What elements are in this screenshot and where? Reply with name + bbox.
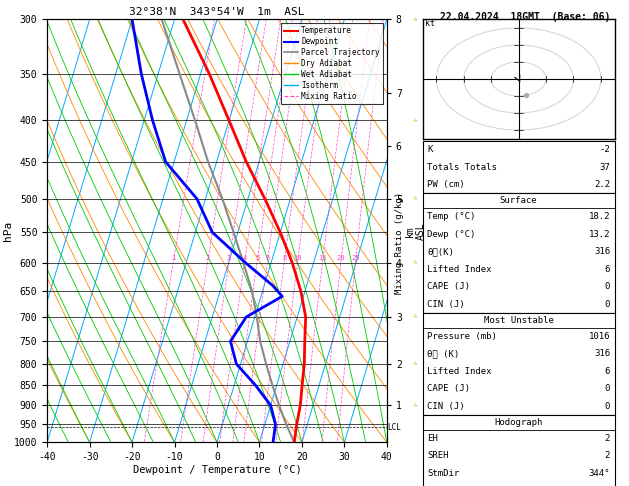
Text: 2: 2 (604, 451, 610, 460)
Text: θᴇ (K): θᴇ (K) (427, 349, 459, 358)
Text: Most Unstable: Most Unstable (484, 316, 554, 325)
Text: >: > (411, 360, 418, 367)
Text: 316: 316 (594, 349, 610, 358)
Text: 2: 2 (206, 255, 210, 261)
Text: 1: 1 (171, 255, 175, 261)
Text: © weatheronline.co.uk: © weatheronline.co.uk (473, 474, 577, 484)
Text: LCL: LCL (387, 423, 401, 432)
Text: Surface: Surface (500, 196, 537, 205)
Text: StmDir: StmDir (427, 469, 459, 478)
Text: 0: 0 (604, 402, 610, 411)
Text: EH: EH (427, 434, 438, 443)
Text: >: > (411, 401, 418, 409)
Text: 1016: 1016 (589, 332, 610, 341)
Text: Pressure (mb): Pressure (mb) (427, 332, 497, 341)
Text: 37: 37 (599, 163, 610, 172)
Text: 6: 6 (604, 265, 610, 274)
Text: 18.2: 18.2 (589, 212, 610, 221)
Legend: Temperature, Dewpoint, Parcel Trajectory, Dry Adiabat, Wet Adiabat, Isotherm, Mi: Temperature, Dewpoint, Parcel Trajectory… (281, 23, 383, 104)
Text: Dewp (°C): Dewp (°C) (427, 230, 476, 239)
Text: K: K (427, 145, 433, 154)
Text: kt: kt (425, 19, 435, 28)
Title: 32°38'N  343°54'W  1m  ASL: 32°38'N 343°54'W 1m ASL (129, 7, 305, 17)
Text: 0: 0 (604, 300, 610, 309)
Text: SREH: SREH (427, 451, 448, 460)
Text: 3: 3 (227, 255, 231, 261)
Y-axis label: hPa: hPa (3, 221, 13, 241)
Text: Lifted Index: Lifted Index (427, 367, 492, 376)
Text: Hodograph: Hodograph (494, 418, 543, 427)
Text: Temp (°C): Temp (°C) (427, 212, 476, 221)
Text: 13.2: 13.2 (589, 230, 610, 239)
Text: 0: 0 (604, 384, 610, 393)
Text: 5: 5 (255, 255, 259, 261)
Text: 15: 15 (318, 255, 327, 261)
Text: >: > (411, 16, 418, 23)
Text: >: > (411, 313, 418, 321)
Text: 0: 0 (604, 282, 610, 291)
Text: 2.2: 2.2 (594, 180, 610, 189)
Text: >: > (411, 259, 418, 266)
Text: 6: 6 (265, 255, 270, 261)
X-axis label: Dewpoint / Temperature (°C): Dewpoint / Temperature (°C) (133, 465, 301, 475)
Text: -2: -2 (599, 145, 610, 154)
Text: 8: 8 (282, 255, 286, 261)
Text: >: > (411, 117, 418, 124)
Text: θᴇ(K): θᴇ(K) (427, 247, 454, 256)
Text: 316: 316 (594, 247, 610, 256)
Text: 10: 10 (294, 255, 302, 261)
Text: PW (cm): PW (cm) (427, 180, 465, 189)
Y-axis label: km
ASL: km ASL (404, 222, 426, 240)
Text: 344°: 344° (589, 469, 610, 478)
Text: 6: 6 (604, 367, 610, 376)
Text: Mixing Ratio (g/kg): Mixing Ratio (g/kg) (395, 192, 404, 294)
Text: 22.04.2024  18GMT  (Base: 06): 22.04.2024 18GMT (Base: 06) (440, 12, 610, 22)
Text: CIN (J): CIN (J) (427, 402, 465, 411)
Text: 4: 4 (243, 255, 247, 261)
Text: CAPE (J): CAPE (J) (427, 384, 470, 393)
Text: CIN (J): CIN (J) (427, 300, 465, 309)
Text: Totals Totals: Totals Totals (427, 163, 497, 172)
Text: Lifted Index: Lifted Index (427, 265, 492, 274)
Text: >: > (411, 195, 418, 203)
Text: 20: 20 (337, 255, 345, 261)
Text: 25: 25 (352, 255, 360, 261)
Text: 2: 2 (604, 434, 610, 443)
Text: CAPE (J): CAPE (J) (427, 282, 470, 291)
